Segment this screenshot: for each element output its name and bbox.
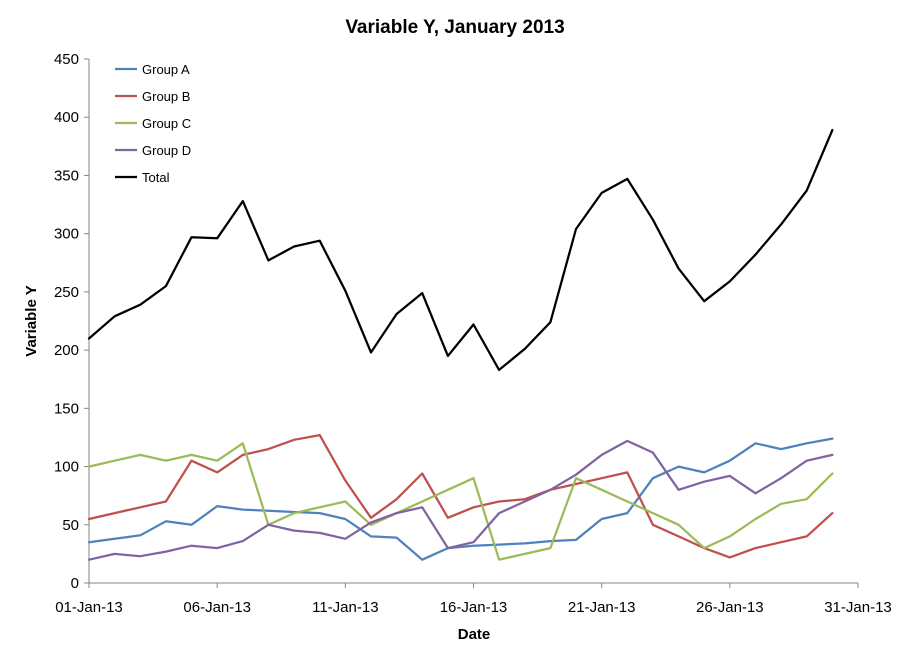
series-line-group-c (87, 442, 834, 561)
axes (88, 59, 858, 584)
legend-label-total: Total (142, 170, 170, 185)
series-line-group-a (87, 437, 834, 561)
legend-label-group-c: Group C (142, 116, 191, 131)
y-tick-label: 0 (71, 575, 79, 592)
legend-label-group-d: Group D (142, 143, 191, 158)
chart-title: Variable Y, January 2013 (345, 17, 564, 38)
series-line-group-b (87, 433, 834, 559)
x-tick-label: 21-Jan-13 (568, 599, 636, 616)
y-axis-title: Variable Y (23, 285, 40, 356)
y-tick-label: 350 (54, 167, 79, 184)
y-tick-label: 400 (54, 109, 79, 126)
y-tick-label: 300 (54, 226, 79, 243)
x-tick-label: 06-Jan-13 (183, 599, 251, 616)
series-line-total (87, 128, 834, 372)
x-axis-ticks: 01-Jan-13 06-Jan-13 11-Jan-13 16-Jan-13 21-J… (55, 583, 892, 616)
y-tick-label: 200 (54, 342, 79, 359)
y-tick-label: 100 (54, 459, 79, 476)
x-tick-label: 01-Jan-13 (55, 599, 123, 616)
y-tick-label: 450 (54, 51, 79, 68)
y-axis-ticks: 0 50 100 150 200 250 300 350 400 450 (54, 51, 89, 592)
y-tick-label: 250 (54, 284, 79, 301)
series-layer (87, 128, 834, 561)
legend-label-group-b: Group B (142, 89, 190, 104)
x-tick-label: 31-Jan-13 (824, 599, 892, 616)
x-tick-label: 16-Jan-13 (440, 599, 508, 616)
legend: Group A Group B Group C Group D Total (115, 62, 191, 185)
x-tick-label: 26-Jan-13 (696, 599, 764, 616)
x-tick-label: 11-Jan-13 (312, 599, 378, 616)
y-tick-label: 50 (62, 517, 79, 534)
series-line-group-d (87, 439, 834, 561)
legend-label-group-a: Group A (142, 62, 190, 77)
y-tick-label: 150 (54, 400, 79, 417)
x-axis-title: Date (458, 626, 491, 643)
